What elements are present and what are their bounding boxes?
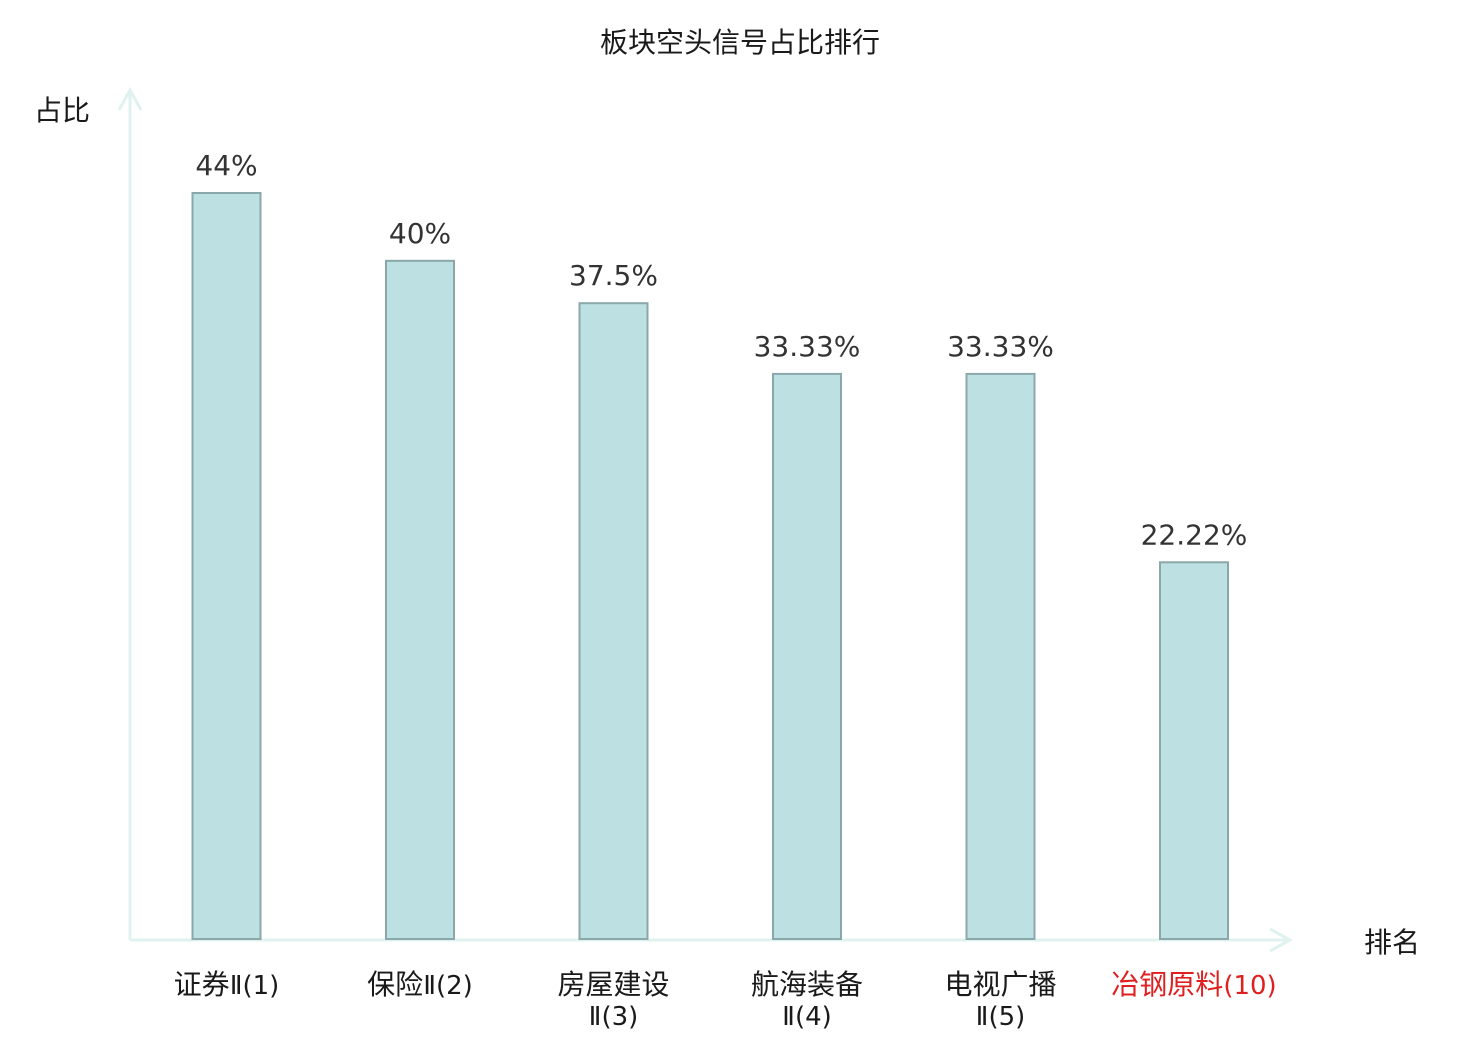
x-tick-label: 电视广播 — [944, 968, 1056, 1001]
x-tick-label-suffix: Ⅱ(2) — [423, 971, 473, 1001]
bar — [385, 259, 455, 940]
x-tick-label: 航海装备 — [751, 968, 863, 1001]
x-tick-label: 冶钢原料(10) — [1111, 968, 1276, 1001]
x-axis-label: 排名 — [1364, 926, 1420, 959]
x-tick-label-suffix: (10) — [1223, 971, 1276, 1001]
x-axis — [130, 927, 1294, 953]
bar — [191, 192, 262, 940]
bar — [1159, 561, 1229, 941]
x-tick-label: 保险Ⅱ(2) — [367, 968, 473, 1001]
data-label: 44% — [195, 149, 257, 182]
y-axis — [117, 86, 143, 940]
data-label: 22.22% — [1141, 518, 1248, 551]
y-axis-label: 占比 — [34, 94, 90, 127]
data-label: 33.33% — [754, 330, 861, 363]
x-tick-label-suffix: Ⅱ(1) — [230, 971, 280, 1001]
data-label: 37.5% — [569, 259, 658, 292]
bar — [772, 372, 842, 940]
data-label: 33.33% — [947, 330, 1054, 363]
x-tick-label-suffix: Ⅱ(3) — [589, 1002, 639, 1032]
data-label: 40% — [389, 217, 451, 250]
x-tick-label-name: 证券 — [174, 968, 230, 1001]
x-tick-label: 证券Ⅱ(1) — [174, 968, 280, 1001]
value-labels-group: 44% 40% 37.5% 33.33% 33.33% 22.22% — [195, 149, 1247, 551]
x-tick-label-name: 保险 — [367, 968, 423, 1001]
x-tick-label-suffix: Ⅱ(5) — [976, 1002, 1026, 1032]
bars-group — [191, 192, 1229, 941]
x-tick-label-suffix: Ⅱ(4) — [782, 1002, 832, 1032]
chart-title: 板块空头信号占比排行 — [600, 26, 880, 59]
bar — [965, 372, 1036, 940]
x-tick-label-name: 冶钢原料 — [1111, 968, 1223, 1001]
x-tick-label: 房屋建设 — [557, 968, 669, 1001]
bar — [578, 302, 649, 941]
